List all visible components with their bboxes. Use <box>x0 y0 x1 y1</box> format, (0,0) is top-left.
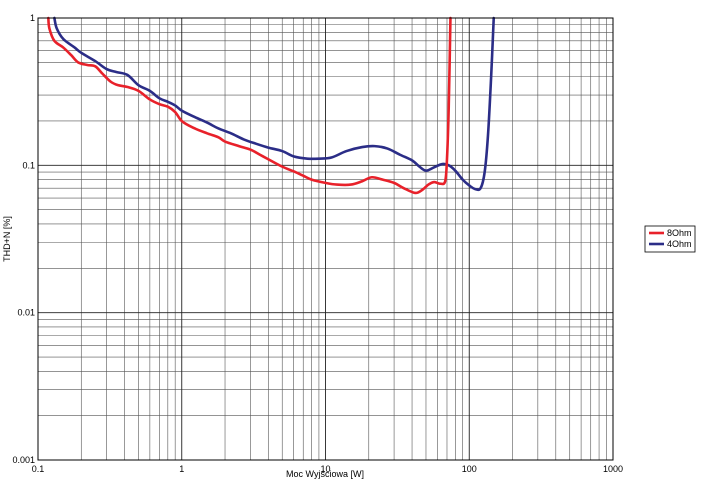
legend-label: 4Ohm <box>667 239 692 249</box>
x-tick-label: 100 <box>462 464 477 474</box>
x-axis-label: Moc Wyjściowa [W] <box>286 469 364 479</box>
legend-box <box>644 225 696 253</box>
x-tick-labels: 0.1 1 10 100 1000 <box>32 464 623 474</box>
y-axis-label: THD+N [%] <box>2 216 12 262</box>
series-layer <box>47 16 496 195</box>
series-line-4ohm <box>53 16 496 192</box>
y-tick-label: 1 <box>30 13 35 23</box>
x-tick-label: 1000 <box>603 464 623 474</box>
y-tick-label: 0.01 <box>17 308 35 318</box>
series-line-8ohm <box>47 16 452 195</box>
x-tick-label: 10 <box>320 464 330 474</box>
y-tick-label: 0.1 <box>22 160 35 170</box>
y-tick-labels: 1 0.1 0.01 0.001 <box>12 13 35 465</box>
plot-frame <box>37 17 614 461</box>
x-tick-label: 1 <box>179 464 184 474</box>
y-tick-label: 0.001 <box>12 455 35 465</box>
legend-label: 8Ohm <box>667 228 692 238</box>
x-tick-label: 0.1 <box>32 464 45 474</box>
